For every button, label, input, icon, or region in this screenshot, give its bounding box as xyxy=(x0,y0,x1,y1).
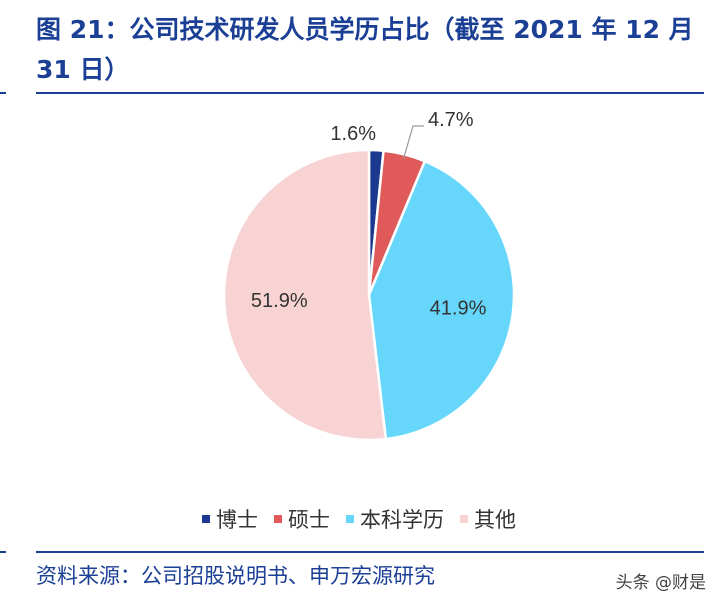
title-divider xyxy=(36,92,704,94)
legend-label: 其他 xyxy=(474,508,516,532)
watermark-text: 头条 @财是 xyxy=(615,573,706,593)
source-divider xyxy=(36,551,704,553)
slice-label-1: 1.6% xyxy=(330,123,376,145)
left-marker-bottom xyxy=(0,551,6,553)
legend-item-4: 其他 xyxy=(460,504,516,534)
pie-slice-3 xyxy=(367,159,516,441)
pie-chart: 1.6% 4.7% 41.9% 51.9% xyxy=(222,109,516,442)
legend-item-1: 博士 xyxy=(202,504,258,534)
chart-legend: 博士 硕士 本科学历 其他 xyxy=(0,504,718,534)
pie-slice-4 xyxy=(222,148,388,442)
legend-swatch xyxy=(346,515,354,523)
leader-line xyxy=(402,125,424,159)
slice-label-4: 51.9% xyxy=(251,290,308,312)
left-marker xyxy=(0,92,6,94)
slice-label-3: 41.9% xyxy=(430,298,487,320)
legend-item-2: 硕士 xyxy=(274,504,330,534)
slice-label-2: 4.7% xyxy=(428,109,474,131)
legend-swatch xyxy=(460,515,468,523)
legend-label: 硕士 xyxy=(288,508,330,532)
legend-item-3: 本科学历 xyxy=(346,504,444,534)
legend-label: 博士 xyxy=(216,508,258,532)
page-title: 图 21：公司技术研发人员学历占比（截至 2021 年 12 月 31 日） xyxy=(36,15,694,84)
legend-swatch xyxy=(274,515,282,523)
legend-label: 本科学历 xyxy=(360,508,444,532)
source-note: 资料来源：公司招股说明书、申万宏源研究 xyxy=(36,564,435,588)
legend-swatch xyxy=(202,515,210,523)
